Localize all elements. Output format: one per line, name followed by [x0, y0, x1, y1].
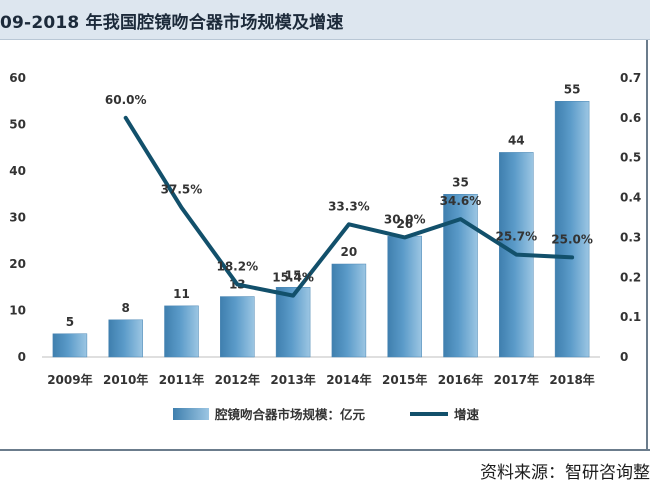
bar-value-label: 15 [285, 268, 302, 282]
bar-value-label: 55 [564, 82, 581, 96]
legend-bar-swatch [173, 408, 209, 420]
bar [275, 287, 311, 358]
y-left-tick-label: 60 [9, 71, 26, 85]
y-left-tick-label: 0 [18, 350, 26, 364]
bar-value-label: 20 [341, 245, 358, 259]
x-tick-label: 2013年 [270, 372, 315, 387]
x-tick-label: 2014年 [326, 372, 371, 387]
bar [331, 263, 367, 358]
y-right-tick-label: 0.3 [620, 230, 641, 244]
chart-title-bar: 09-2018 年我国腔镜吻合器市场规模及增速 [0, 0, 650, 40]
growth-value-label: 33.3% [328, 199, 370, 213]
y-right-tick-label: 0.4 [620, 191, 641, 205]
growth-value-label: 18.2% [216, 259, 258, 273]
bar-value-label: 5 [66, 315, 74, 329]
x-tick-label: 2016年 [438, 372, 483, 387]
growth-line [123, 115, 575, 298]
y-right-tick-label: 0.6 [620, 111, 641, 125]
growth-value-label: 37.5% [161, 183, 203, 197]
y-left-tick-label: 20 [9, 257, 26, 271]
bar [52, 333, 88, 358]
y-right-tick-label: 0.1 [620, 310, 641, 324]
y-left-tick-label: 30 [9, 211, 26, 225]
growth-value-label: 60.0% [105, 93, 147, 107]
legend-bar-label: 腔镜吻合器市场规模：亿元 [214, 407, 366, 422]
bar-value-label: 44 [508, 133, 525, 147]
growth-value-label: 25.7% [495, 230, 537, 244]
bar [387, 235, 422, 358]
x-tick-label: 2018年 [549, 372, 594, 387]
legend-line-label: 增速 [454, 407, 480, 422]
x-tick-label: 2009年 [47, 372, 92, 387]
frame-right-border [646, 40, 648, 449]
bar [108, 319, 143, 358]
bar-value-label: 11 [173, 287, 190, 301]
bar [554, 101, 590, 358]
bar [220, 296, 255, 358]
y-right-tick-label: 0 [620, 350, 628, 364]
growth-value-label: 30.0% [384, 212, 426, 226]
x-tick-label: 2011年 [159, 372, 204, 387]
x-tick-label: 2012年 [215, 372, 260, 387]
growth-value-label: 25.0% [551, 232, 593, 246]
bar [164, 305, 199, 358]
bar-value-label: 26 [396, 217, 413, 231]
chart-title: 09-2018 年我国腔镜吻合器市场规模及增速 [0, 13, 344, 33]
combo-chart: 0 10 20 30 40 50 60 0 0.1 0.2 0.3 0.4 0.5 0.6 0.7 5 8 11 1… [9, 71, 641, 422]
x-tick-label: 2010年 [103, 372, 148, 387]
x-tick-label: 2015年 [382, 372, 427, 387]
y-right-tick-label: 0.5 [620, 151, 641, 165]
y-right-tick-label: 0.2 [620, 270, 641, 284]
y-right-tick-label: 0.7 [620, 71, 641, 85]
growth-value-label: 34.6% [440, 194, 482, 208]
source-note: 资料来源：智研咨询整 [480, 463, 650, 483]
source-divider [0, 449, 650, 451]
y-left-tick-label: 40 [9, 164, 26, 178]
growth-value-label: 15.4% [272, 271, 314, 285]
bar-value-label: 8 [122, 301, 130, 315]
y-left-tick-label: 10 [9, 304, 26, 318]
bar-value-label: 35 [452, 175, 469, 189]
x-tick-label: 2017年 [494, 372, 539, 387]
y-left-tick-label: 50 [9, 118, 26, 132]
